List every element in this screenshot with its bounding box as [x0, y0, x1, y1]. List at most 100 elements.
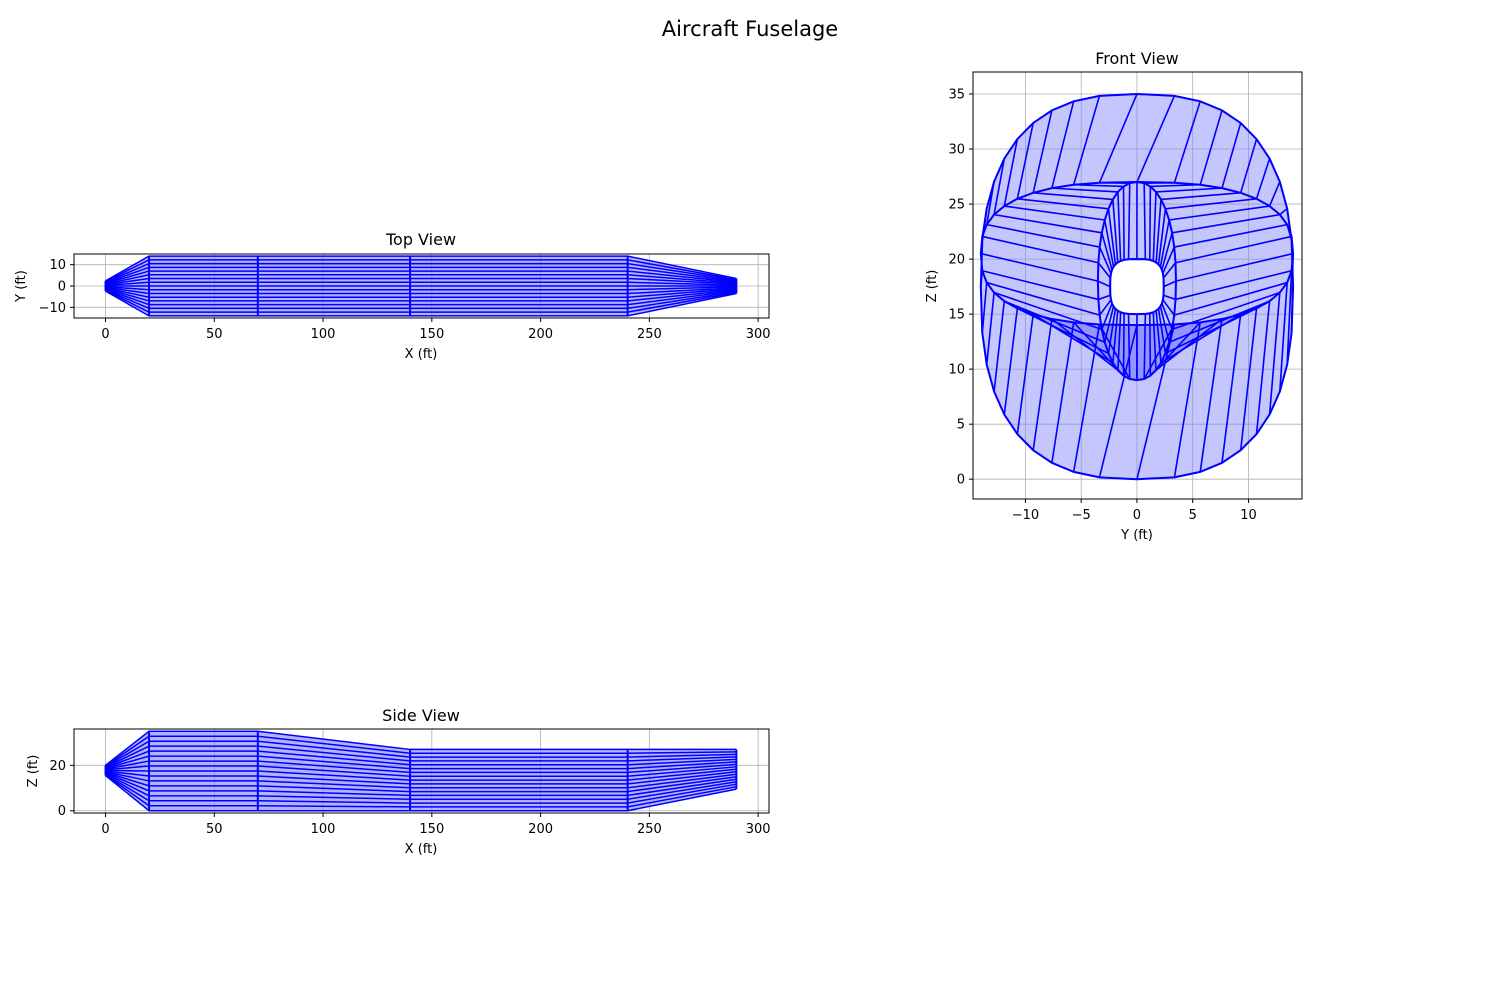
top-view-surface-line — [105, 281, 737, 287]
side-view-surface-line — [105, 772, 737, 800]
front-view-connector-line — [1162, 299, 1175, 316]
front-view-connector-line — [986, 281, 1100, 316]
front-view-panel — [986, 214, 1102, 248]
front-view-connector-line — [1174, 281, 1288, 316]
side-view-surface-line — [105, 740, 737, 768]
front-view-panel — [1104, 306, 1116, 354]
side-view-frame — [73, 728, 770, 814]
front-view-connector-line — [1162, 246, 1175, 274]
front-view-panel — [1097, 262, 1111, 287]
front-view-panel — [1156, 308, 1166, 363]
top-view-surface-line — [105, 274, 737, 285]
front-view-connector-line — [1160, 192, 1241, 201]
front-view-connector-line — [1097, 262, 1112, 279]
front-view-connector-line — [1032, 313, 1114, 364]
front-view-connector-line — [1112, 199, 1119, 263]
front-xtick-label: 0 — [1133, 508, 1141, 523]
front-view-connector-line — [1143, 183, 1147, 260]
side-xtick-label: 100 — [311, 822, 336, 837]
front-view-connector-line — [1148, 313, 1152, 376]
front-view-connector-line — [1152, 312, 1157, 371]
front-view-connector-line — [981, 282, 988, 333]
front-view-connector-line — [1168, 300, 1270, 343]
front-view-panel — [1156, 199, 1166, 265]
front-view-panel — [1004, 198, 1109, 220]
side-xtick-label: 200 — [528, 822, 553, 837]
front-view-connector-line — [1173, 322, 1201, 478]
front-view-connector-line — [1017, 197, 1109, 210]
front-view-connector-line — [1175, 269, 1292, 301]
front-view-connector-line — [993, 213, 1102, 234]
front-view-connector-line — [1174, 223, 1288, 248]
top-xtick-label: 100 — [311, 327, 336, 342]
top-view-surface-line — [105, 289, 737, 313]
front-view-connector-line — [1199, 110, 1223, 185]
top-view-surface-line — [105, 266, 737, 284]
side-view-surface-line — [105, 772, 737, 797]
front-view-connector-line — [1032, 318, 1053, 451]
figure-title: Aircraft Fuselage — [662, 17, 838, 41]
side-view-surface-line — [105, 768, 737, 781]
front-view-nose-opening — [1109, 258, 1165, 316]
front-view-connector-line — [993, 158, 1006, 215]
front-view-connector-line — [1239, 138, 1258, 194]
top-view-surface-line — [105, 288, 737, 306]
side-view-surface-line — [105, 730, 737, 766]
side-ytick-label: 20 — [49, 759, 66, 774]
top-view-xlabel: X (ft) — [405, 347, 438, 362]
front-view-connector-line — [1003, 308, 1019, 415]
front-view-connector-line — [1279, 282, 1288, 392]
front-view-connector-line — [980, 252, 1099, 282]
front-view-panel — [1175, 253, 1294, 300]
front-view-connector-line — [1175, 252, 1294, 282]
side-xtick-label: 50 — [206, 822, 223, 837]
front-view-panel — [1160, 219, 1173, 270]
side-view-surface-line — [105, 735, 737, 767]
front-view-connector-line — [982, 235, 1099, 264]
front-view-panel — [1101, 219, 1114, 270]
front-view-connector-line — [982, 269, 1099, 301]
front-view-connector-line — [1117, 191, 1122, 262]
front-view-connector-line — [1163, 294, 1176, 301]
front-view-connector-line — [1016, 307, 1109, 355]
top-xtick-label: 300 — [746, 327, 771, 342]
side-view-surface-line — [105, 770, 737, 789]
front-view-panel — [1172, 214, 1288, 248]
front-view-panel — [1163, 262, 1176, 287]
front-view-panel — [1136, 182, 1146, 260]
front-view-panel — [1174, 224, 1292, 263]
side-view-surface-line — [105, 750, 737, 769]
front-view-panel — [980, 236, 1099, 282]
side-view-surface-line — [105, 771, 737, 793]
front-view-connector-line — [1171, 213, 1280, 234]
front-view-panel — [1098, 247, 1112, 278]
top-view-surface-line — [105, 290, 737, 317]
front-view-connector-line — [1098, 324, 1138, 478]
side-view-surface-line — [105, 770, 737, 785]
front-view-panel — [1161, 232, 1175, 274]
top-xtick-label: 150 — [419, 327, 444, 342]
side-view-surface-line — [105, 765, 737, 777]
top-view-surface-line — [105, 287, 737, 298]
front-view-ylabel: Z (ft) — [925, 270, 940, 303]
front-view-panel — [982, 270, 1100, 316]
side-view-title: Side View — [382, 706, 460, 725]
front-ytick-label: 20 — [948, 253, 965, 268]
top-xtick-label: 50 — [206, 327, 223, 342]
front-view-connector-line — [1175, 235, 1292, 264]
top-view-surface-line — [105, 289, 737, 310]
front-view-connector-line — [1016, 122, 1034, 199]
front-ytick-label: 30 — [948, 143, 965, 158]
front-view-connector-line — [1268, 292, 1281, 415]
front-view-connector-line — [1117, 312, 1122, 371]
front-view-connector-line — [1072, 95, 1101, 185]
front-view-connector-line — [1127, 183, 1131, 260]
front-view-connector-line — [1255, 301, 1271, 435]
front-view-connector-line — [1155, 310, 1162, 363]
front-view-connector-line — [1286, 270, 1293, 365]
front-view-connector-line — [1161, 232, 1173, 271]
front-view-connector-line — [1051, 322, 1075, 463]
top-view-surface-line — [105, 270, 737, 285]
front-view-panel — [1099, 299, 1113, 330]
front-view-connector-line — [986, 223, 1100, 248]
